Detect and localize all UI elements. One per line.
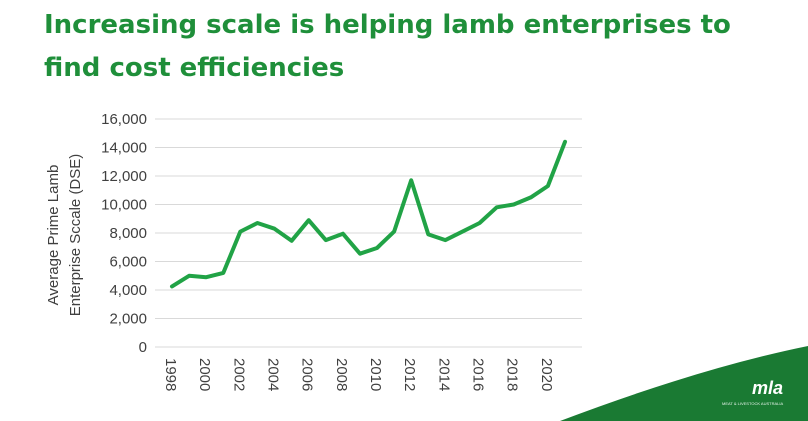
y-tick-label: 14,000 <box>101 140 147 157</box>
x-tick-labels: 1998 2000 2002 2004 2006 2008 2010 2012 2014 2016… <box>162 358 555 391</box>
mla-logo-subtitle: MEAT & LIVESTOCK AUSTRALIA <box>722 401 784 406</box>
y-tick-label: 8,000 <box>109 225 147 242</box>
x-tick-label: 2020 <box>538 358 555 391</box>
x-tick-label: 2010 <box>367 358 384 391</box>
x-tick-label: 2016 <box>470 358 487 391</box>
y-tick-label: 16,000 <box>101 111 147 128</box>
x-tick-label: 2006 <box>299 358 316 391</box>
gridlines <box>155 118 582 348</box>
y-tick-labels: 0 2,000 4,000 6,000 8,000 10,000 12,000 14,000 1… <box>101 111 147 356</box>
y-axis-label-line: Average Prime Lamb <box>45 165 62 306</box>
y-axis-label-line: Enterprise Sccale (DSE) <box>67 154 84 317</box>
x-tick-label: 2008 <box>333 358 350 391</box>
y-tick-label: 6,000 <box>109 254 147 271</box>
series-line <box>170 139 567 289</box>
y-tick-label: 10,000 <box>101 197 147 214</box>
x-tick-label: 2018 <box>504 358 521 391</box>
y-tick-label: 0 <box>139 339 147 356</box>
x-tick-label: 2014 <box>435 358 452 391</box>
slide-title: Increasing scale is helping lamb enterpr… <box>44 10 731 83</box>
x-tick-label: 2004 <box>265 358 282 391</box>
x-tick-label: 2012 <box>401 358 418 391</box>
mla-logo: mla <box>752 378 784 398</box>
y-tick-label: 4,000 <box>109 282 147 299</box>
y-tick-label: 2,000 <box>109 311 147 328</box>
x-tick-label: 1998 <box>162 358 179 391</box>
x-tick-label: 2000 <box>196 358 213 391</box>
y-axis-label: Average Prime Lamb Enterprise Sccale (DSE… <box>45 154 84 317</box>
x-tick-label: 2002 <box>230 358 247 391</box>
data-points <box>171 141 566 287</box>
y-tick-label: 12,000 <box>101 168 147 185</box>
